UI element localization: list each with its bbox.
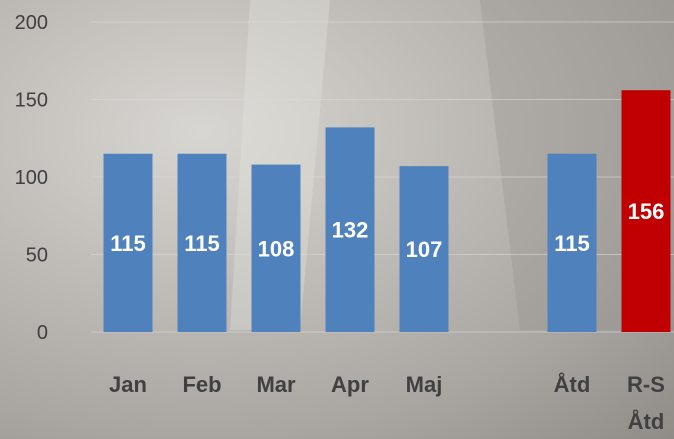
value-label: 132 xyxy=(332,218,369,243)
x-tick-label: Maj xyxy=(389,366,459,403)
y-tick-label: 200 xyxy=(15,12,48,34)
value-label: 115 xyxy=(110,231,146,256)
x-tick-label: Apr xyxy=(315,366,385,403)
y-tick-label: 100 xyxy=(15,167,48,189)
x-tick-label: Mar xyxy=(241,366,311,403)
y-tick-label: 150 xyxy=(15,90,48,112)
y-tick-label: 50 xyxy=(26,245,48,267)
value-label: 156 xyxy=(628,199,665,224)
x-tick-label: Jan xyxy=(93,366,163,403)
value-label: 107 xyxy=(406,237,443,262)
y-tick-label: 0 xyxy=(37,322,48,344)
value-label: 115 xyxy=(184,231,220,256)
x-tick-label: Feb xyxy=(167,366,237,403)
x-tick-label: R-S Åtd xyxy=(611,366,674,439)
value-label: 108 xyxy=(258,236,295,261)
chart: 0 50 100 150 200 115 115 108 132 107 115 156 JanFeb… xyxy=(0,0,674,439)
value-label: 115 xyxy=(554,231,590,256)
x-tick-label: Åtd xyxy=(537,366,607,403)
